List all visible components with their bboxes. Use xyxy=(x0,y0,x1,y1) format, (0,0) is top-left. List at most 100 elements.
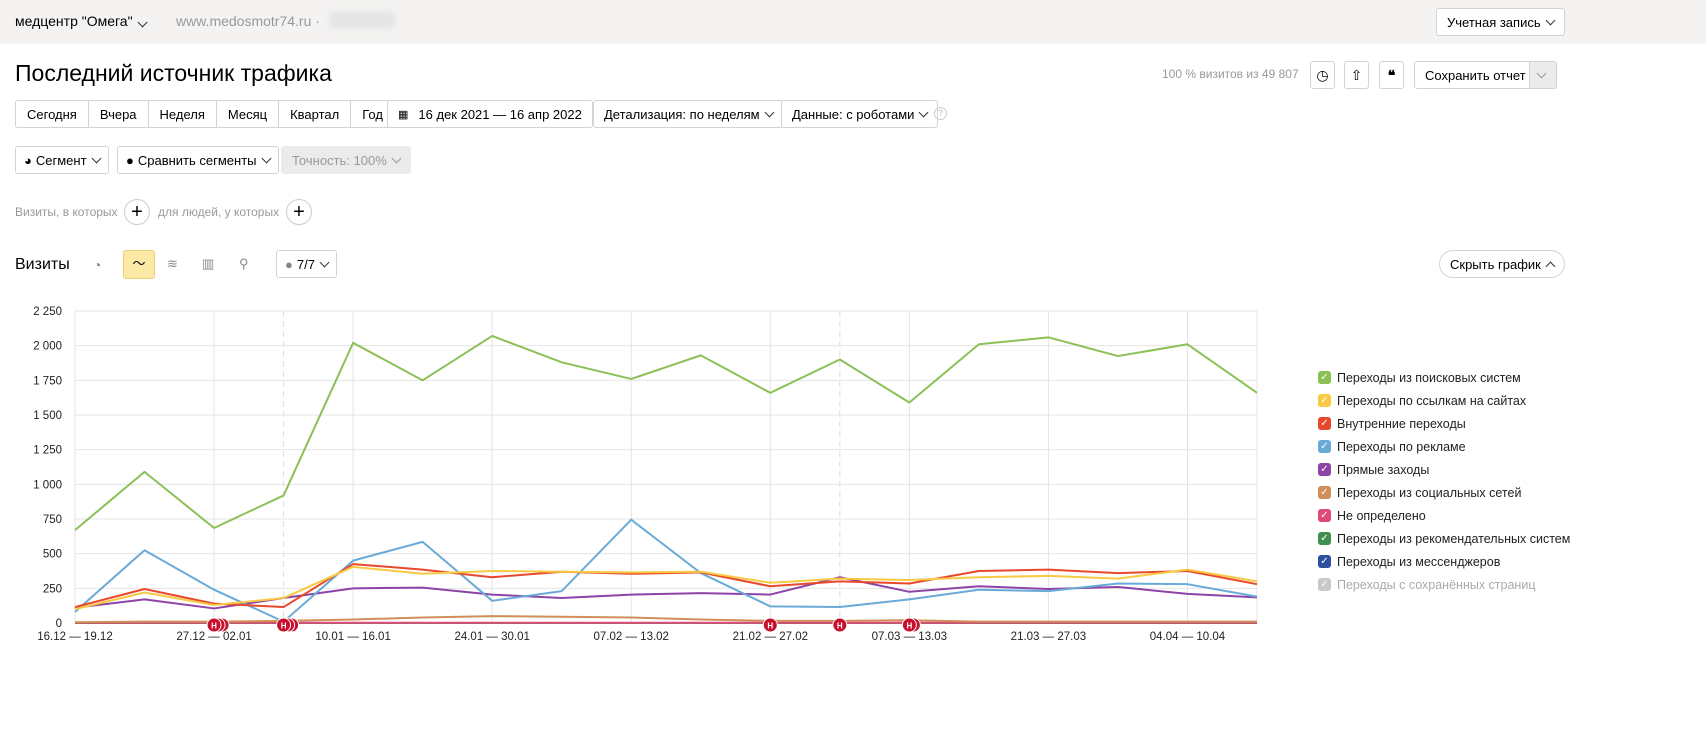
visits-info: 100 % визитов из 49 807 xyxy=(1162,67,1299,81)
x-tick-label: 24.01 — 30.01 xyxy=(454,631,529,643)
legend-item[interactable]: ✓ Переходы из рекомендательных систем xyxy=(1318,527,1570,550)
export-button[interactable]: ⇧ xyxy=(1344,61,1369,89)
comment-icon: ● xyxy=(285,256,293,272)
add-visit-filter-button[interactable]: + xyxy=(124,199,150,225)
legend-item[interactable]: ✓ Переходы из социальных сетей xyxy=(1318,481,1570,504)
period-month[interactable]: Месяц xyxy=(217,101,280,127)
period-today[interactable]: Сегодня xyxy=(16,101,89,127)
legend-item[interactable]: ✓ Переходы по ссылкам на сайтах xyxy=(1318,389,1570,412)
data-mode-dropdown[interactable]: Данные: с роботами xyxy=(781,100,939,128)
legend-item[interactable]: ✓ Переходы из поисковых систем xyxy=(1318,366,1570,389)
period-week[interactable]: Неделя xyxy=(149,101,217,127)
account-label: Учетная запись xyxy=(1447,14,1541,30)
x-tick-label: 04.04 — 10.04 xyxy=(1150,631,1226,643)
checkbox-icon[interactable]: ✓ xyxy=(1318,532,1331,545)
chevron-down-icon xyxy=(918,107,929,117)
checkbox-icon[interactable]: ✓ xyxy=(1318,486,1331,499)
site-url: www.medosmotr74.ru · xyxy=(176,13,320,29)
pie-icon: ◕ xyxy=(24,152,32,168)
chart-title: Визиты xyxy=(15,256,70,273)
legend-label: Переходы из поисковых систем xyxy=(1337,370,1521,385)
y-tick-label: 1 250 xyxy=(33,445,62,457)
legend-label: Прямые заходы xyxy=(1337,462,1430,477)
y-tick-label: 1 000 xyxy=(33,479,62,491)
upload-icon: ⇧ xyxy=(1350,66,1363,83)
legend-item[interactable]: ✓ Внутренние переходы xyxy=(1318,412,1570,435)
annotations-count: 7/7 xyxy=(296,256,315,272)
area-chart-icon[interactable]: ≋ xyxy=(167,256,178,271)
plus-icon: + xyxy=(293,200,305,223)
annotations-button[interactable]: ● 7/7 xyxy=(276,250,337,278)
x-tick-label: 27.12 — 02.01 xyxy=(176,631,251,643)
line-chart-icon[interactable]: 〜 xyxy=(123,250,155,279)
checkbox-icon[interactable]: ✓ xyxy=(1318,463,1331,476)
annotation-label: Н xyxy=(211,622,217,631)
checkbox-icon[interactable]: ✓ xyxy=(1318,555,1331,568)
account-button[interactable]: Учетная запись xyxy=(1436,8,1565,36)
compare-segments-button[interactable]: ● Сравнить сегменты xyxy=(117,146,279,174)
annotation-marker[interactable]: Н xyxy=(206,617,230,633)
x-tick-label: 10.01 — 16.01 xyxy=(315,631,390,643)
date-range-label: 16 дек 2021 — 16 апр 2022 xyxy=(418,106,582,122)
hide-chart-button[interactable]: Скрыть график xyxy=(1439,250,1565,278)
segment-button[interactable]: ◕ Сегмент xyxy=(15,146,109,174)
annotation-marker[interactable]: Н xyxy=(762,617,778,633)
people-filter-label: для людей, у которых xyxy=(158,205,280,219)
visits-line-chart: 0 250 500 750 1 000 1 250 1 500 1 750 2 000 2 250… xyxy=(33,306,1258,643)
period-yesterday[interactable]: Вчера xyxy=(89,101,149,127)
legend-item[interactable]: ✓ Прямые заходы xyxy=(1318,458,1570,481)
top-bar: медцентр "Омега" www.medosmotr74.ru · Уч… xyxy=(0,0,1706,44)
chevron-down-icon xyxy=(91,153,101,163)
legend-item[interactable]: ✓ Переходы по рекламе xyxy=(1318,435,1570,458)
legend-item[interactable]: ✓ Переходы из мессенджеров xyxy=(1318,550,1570,573)
checkbox-icon[interactable]: ✓ xyxy=(1318,371,1331,384)
compare-label: Сравнить сегменты xyxy=(137,152,257,168)
segment-label: Сегмент xyxy=(35,152,87,168)
period-quarter[interactable]: Квартал xyxy=(279,101,352,127)
period-year[interactable]: Год xyxy=(362,106,383,122)
counter-selector[interactable]: медцентр "Омега" xyxy=(15,13,148,29)
annotation-bubble-icon xyxy=(901,617,917,633)
bar-chart-icon[interactable]: ▥ xyxy=(202,256,215,271)
x-tick-label: 21.03 — 27.03 xyxy=(1011,631,1086,643)
map-icon[interactable]: ⚲ xyxy=(239,256,249,271)
checkbox-icon[interactable]: ✓ xyxy=(1318,394,1331,407)
accuracy-dropdown[interactable]: Точность: 100% xyxy=(281,146,411,174)
history-button[interactable]: ◷ xyxy=(1310,61,1335,89)
save-options-button[interactable] xyxy=(1529,61,1557,89)
detail-dropdown[interactable]: Детализация: по неделям xyxy=(593,100,784,128)
date-range-picker[interactable]: ▦ 16 дек 2021 — 16 апр 2022 xyxy=(387,100,593,128)
save-report-button[interactable]: Сохранить отчет xyxy=(1414,61,1537,89)
legend-item[interactable]: ✓ Не определено xyxy=(1318,504,1570,527)
chevron-down-icon xyxy=(391,153,402,163)
checkbox-icon[interactable]: ✓ xyxy=(1318,417,1331,430)
visits-filter-label: Визиты, в которых xyxy=(15,205,118,219)
pie-chart-icon[interactable]: ◔ xyxy=(93,257,102,273)
y-tick-label: 1 500 xyxy=(33,410,62,422)
annotation-marker[interactable]: Н xyxy=(901,617,921,633)
page-title: Последний источник трафика xyxy=(15,60,332,86)
legend-item[interactable]: ✓ Переходы с сохранённых страниц xyxy=(1318,573,1570,596)
detail-label: Детализация: по неделям xyxy=(604,106,760,122)
x-tick-label: 07.02 — 13.02 xyxy=(594,631,669,643)
counter-name: медцентр "Омега" xyxy=(15,13,133,29)
annotation-marker[interactable]: Н xyxy=(832,617,848,633)
annotation-marker[interactable]: Н xyxy=(276,617,300,633)
share-button[interactable]: ❝ xyxy=(1379,61,1404,89)
checkbox-icon[interactable]: ✓ xyxy=(1318,440,1331,453)
add-people-filter-button[interactable]: + xyxy=(286,199,312,225)
checkbox-icon[interactable]: ✓ xyxy=(1318,509,1331,522)
chevron-down-icon xyxy=(1536,68,1547,78)
help-icon[interactable]: ? xyxy=(934,107,947,120)
legend-label: Переходы из мессенджеров xyxy=(1337,554,1501,569)
y-tick-label: 500 xyxy=(43,549,62,561)
plus-icon: + xyxy=(131,200,143,223)
accuracy-label: Точность: 100% xyxy=(292,152,387,168)
legend-label: Переходы по рекламе xyxy=(1337,439,1466,454)
checkbox-icon[interactable]: ✓ xyxy=(1318,578,1331,591)
legend-label: Переходы из социальных сетей xyxy=(1337,485,1522,500)
legend-label: Переходы по ссылкам на сайтах xyxy=(1337,393,1527,408)
annotation-label: Н xyxy=(906,622,912,631)
hide-chart-label: Скрыть график xyxy=(1450,256,1541,272)
annotation-bubble-icon xyxy=(762,617,778,633)
